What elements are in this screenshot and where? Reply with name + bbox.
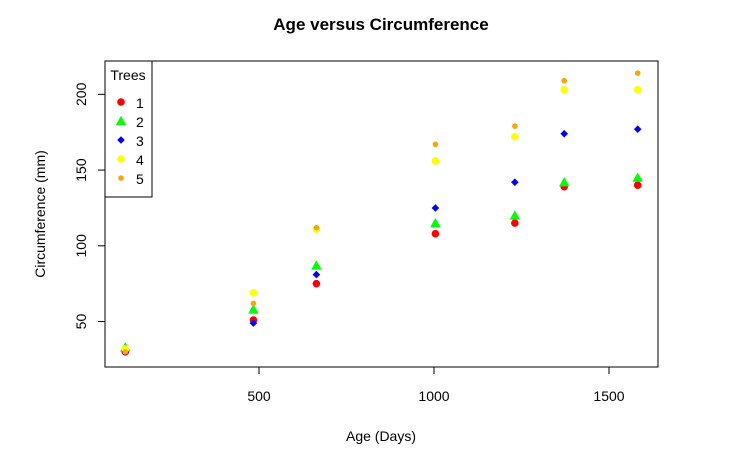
data-point-tree-3 [312,270,321,279]
data-point-tree-2 [311,260,322,270]
y-tick-label: 100 [73,234,89,258]
data-point-tree-1 [511,219,519,227]
data-point-tree-5 [122,349,129,355]
data-point-tree-5 [250,300,257,307]
data-point-tree-4 [431,157,440,165]
legend-marker-tree-2 [115,115,127,126]
data-points [120,70,643,356]
y-tick-label: 200 [73,82,89,106]
data-point-tree-4 [633,85,642,94]
y-tick-label: 150 [73,158,89,182]
data-point-tree-5 [313,224,320,231]
legend-label: 5 [136,171,144,187]
data-point-tree-4 [249,288,258,297]
x-tick-label: 1500 [593,388,624,404]
legend-label: 2 [136,114,144,130]
y-axis: 50 100 150 200 [73,82,105,329]
data-point-tree-2 [559,176,570,187]
data-point-tree-2 [632,172,643,182]
data-point-tree-2 [509,210,521,220]
y-tick-label: 50 [73,314,89,330]
x-tick-label: 500 [247,388,271,404]
x-tick-label: 1000 [418,388,449,404]
chart-title: Age versus Circumference [273,15,488,34]
legend-label: 1 [136,95,144,111]
data-point-tree-2 [248,304,259,314]
legend-label: 4 [136,152,144,168]
legend-marker-tree-1 [117,98,125,106]
data-point-tree-1 [633,181,642,190]
legend-marker-tree-3 [117,136,125,144]
y-axis-label: Circumference (mm) [32,150,48,278]
data-point-tree-3 [560,129,568,138]
plot-area-frame [104,60,659,368]
legend-box [104,60,153,198]
x-axis: 500 1000 1500 [247,367,625,404]
data-point-tree-5 [634,70,641,76]
legend-marker-tree-4 [117,155,125,163]
data-point-tree-3 [431,204,440,212]
data-point-tree-5 [561,77,567,84]
legend-title: Trees [110,67,145,83]
data-point-tree-4 [560,85,568,94]
data-point-tree-1 [431,229,440,238]
data-point-tree-3 [249,319,258,327]
data-point-tree-3 [633,125,642,133]
x-axis-label: Age (Days) [346,428,416,444]
legend: Trees 1 2 3 4 5 [104,60,153,198]
legend-label: 3 [136,133,144,149]
data-point-tree-5 [432,141,439,148]
data-point-tree-1 [312,279,321,288]
data-point-tree-3 [511,178,519,186]
legend-marker-tree-5 [118,175,124,181]
data-point-tree-2 [430,217,441,228]
data-point-tree-4 [511,132,519,141]
data-point-tree-5 [512,123,518,129]
